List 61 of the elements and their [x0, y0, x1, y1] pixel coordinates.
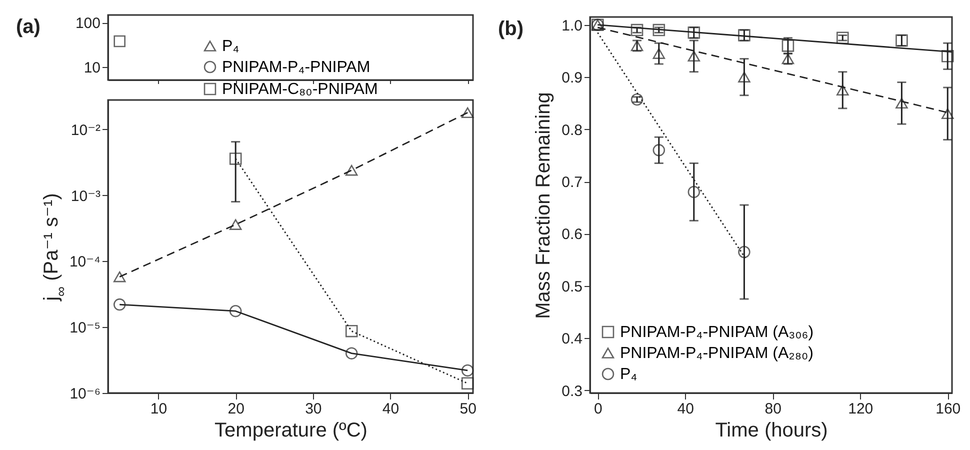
- y-tick-label: 0.4: [562, 330, 582, 348]
- legend-label: PNIPAM-P₄-PNIPAM (A₂₈₀): [620, 345, 814, 362]
- x-tick-label: 20: [228, 400, 244, 418]
- x-tick-label: 80: [764, 400, 782, 418]
- y-tick-label: 10⁻⁶: [70, 386, 100, 402]
- x-tick-label: 40: [382, 400, 400, 418]
- y-tick-label: 0.5: [562, 278, 582, 296]
- x-tick-label: 120: [848, 400, 874, 418]
- y-axis-title: Mass Fraction Remaining: [532, 92, 555, 319]
- legend-label: PNIPAM-P₄-PNIPAM (A₃₀₆): [620, 324, 814, 341]
- legend-label: PNIPAM-P₄-PNIPAM: [222, 59, 370, 76]
- y-tick-label: 100: [75, 15, 100, 32]
- point: [461, 364, 474, 377]
- x-tick-label: 10: [150, 400, 168, 418]
- point: [630, 93, 644, 106]
- point: [688, 186, 700, 198]
- y-tick-label: 1.0: [562, 17, 582, 34]
- y-tick-label: 0.6: [562, 226, 582, 244]
- x-axis-title: Time (hours): [715, 420, 828, 442]
- point: [652, 144, 666, 156]
- point: [461, 107, 474, 118]
- x-tick-label: 160: [936, 400, 961, 418]
- point: [229, 219, 242, 230]
- point: [738, 246, 750, 258]
- y-tick-label: 10⁻²: [70, 122, 100, 139]
- point: [942, 50, 954, 62]
- point: [896, 98, 908, 109]
- y-tick-label: 10⁻⁴: [69, 254, 100, 271]
- y-tick-label: 0.7: [562, 174, 582, 191]
- point: [229, 304, 242, 318]
- y-tick-label: 0.8: [562, 122, 582, 139]
- x-tick-label: 50: [460, 400, 476, 418]
- point: [652, 24, 666, 36]
- x-tick-label: 0: [594, 400, 602, 418]
- point: [345, 347, 358, 360]
- x-axis-title: Temperature (ºC): [214, 420, 368, 442]
- point: [942, 108, 954, 120]
- point: [461, 377, 474, 390]
- legend-label: P₄: [222, 38, 240, 55]
- point: [836, 84, 849, 96]
- point: [229, 152, 242, 165]
- point: [836, 32, 849, 44]
- y-tick-label: 10⁻⁵: [70, 320, 100, 337]
- point: [113, 298, 126, 311]
- chart-title: (b): [498, 18, 524, 40]
- x-tick-label: 30: [305, 400, 322, 418]
- point: [345, 164, 358, 176]
- point: [688, 50, 700, 62]
- point: [738, 72, 750, 82]
- point: [630, 24, 644, 36]
- point: [652, 48, 666, 59]
- y-tick-label: 10⁻³: [70, 188, 100, 205]
- point: [345, 324, 358, 338]
- y-tick-label: 0.9: [562, 70, 582, 87]
- x-tick-label: 40: [677, 400, 694, 418]
- legend-label: P₄: [620, 366, 638, 383]
- point: [113, 271, 126, 282]
- y-tick-label: 0.3: [562, 382, 582, 400]
- legend-label: PNIPAM-C₈₀-PNIPAM: [222, 81, 378, 98]
- chart-title: (a): [16, 16, 40, 38]
- y-tick-label: 10: [84, 59, 100, 76]
